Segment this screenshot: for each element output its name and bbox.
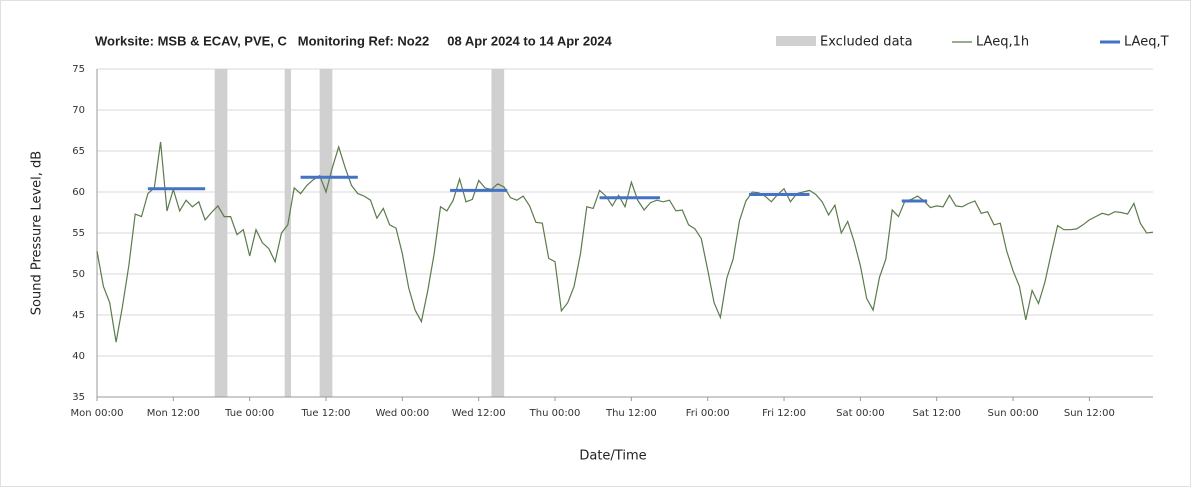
x-tick-label: Wed 00:00 [375,408,429,419]
x-tick-label: Mon 12:00 [147,408,200,419]
x-tick-label: Thu 12:00 [605,408,657,419]
legend-label: LAeq,T [1124,35,1169,50]
x-tick-label: Sat 00:00 [836,408,884,419]
y-tick-label: 45 [72,310,85,321]
legend-swatch [776,36,816,46]
excluded-band [214,69,228,397]
x-tick-label: Sun 00:00 [988,408,1039,419]
x-tick-label: Sun 12:00 [1064,408,1115,419]
x-tick-label: Wed 12:00 [452,408,506,419]
y-tick-label: 55 [72,228,85,239]
hourly-line [96,141,1154,343]
x-tick-label: Tue 12:00 [300,408,350,419]
x-tick-label: Thu 00:00 [529,408,581,419]
x-axis-label: Date/Time [579,449,646,464]
y-tick-label: 40 [72,351,85,362]
x-tick-label: Fri 12:00 [762,408,806,419]
chart-title: Worksite: MSB & ECAV, PVE, C Monitoring … [95,33,613,48]
y-tick-label: 35 [72,392,85,403]
legend-label: Excluded data [820,35,913,50]
y-axis-label: Sound Pressure Level, dB [30,151,45,315]
x-tick-label: Tue 00:00 [224,408,274,419]
x-tick-label: Mon 00:00 [70,408,123,419]
legend-label: LAeq,1h [976,35,1029,50]
excluded-band [284,69,292,397]
x-tick-label: Sat 12:00 [913,408,961,419]
y-tick-label: 60 [72,187,85,198]
excluded-band [319,69,333,397]
y-tick-label: 70 [72,105,85,116]
y-tick-label: 75 [72,64,85,75]
y-tick-label: 50 [72,269,85,280]
y-tick-label: 65 [72,146,85,157]
x-tick-label: Fri 00:00 [686,408,730,419]
excluded-band [491,69,505,397]
